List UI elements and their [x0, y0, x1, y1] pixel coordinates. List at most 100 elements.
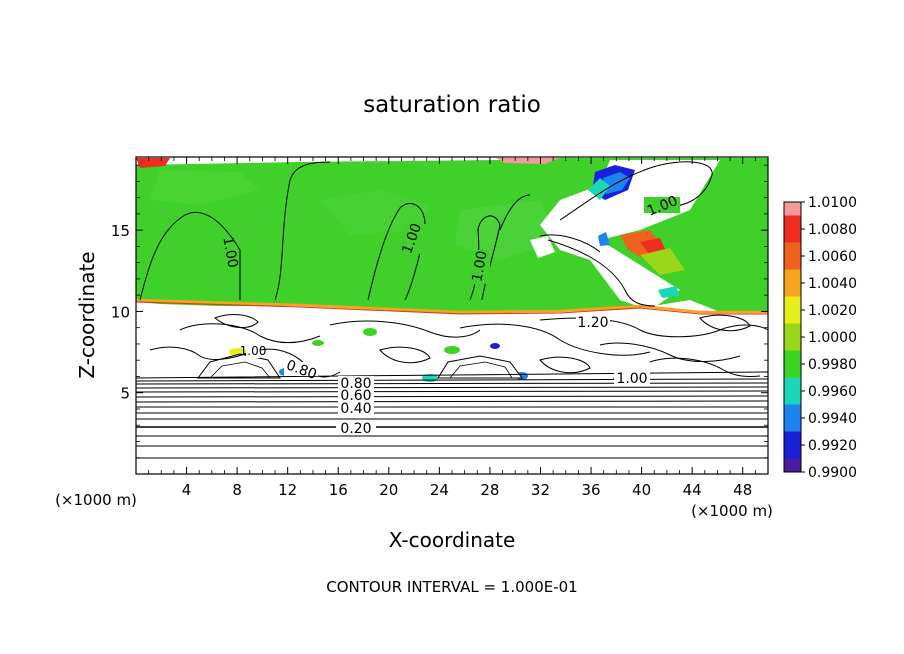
- colorbar-swatch: [784, 418, 801, 432]
- colorbar-swatch: [784, 283, 801, 297]
- contour-label-bg: [212, 236, 230, 270]
- colorbar-tick-label: 1.0020: [808, 303, 857, 319]
- colorbar-tick-label: 0.9900: [808, 465, 857, 481]
- contour-lines: [136, 161, 768, 459]
- contour-line: [547, 239, 656, 307]
- colorbar-swatch: [784, 296, 801, 311]
- colorbar-swatch: [784, 458, 801, 473]
- contour-line: [599, 342, 741, 363]
- colorbar-swatch: [784, 364, 801, 378]
- contour-label: 1.00: [469, 250, 490, 283]
- contour-line: [539, 234, 601, 253]
- colorbar-tick-label: 1.0080: [808, 222, 857, 238]
- contour-label: 1.20: [577, 315, 608, 331]
- colorbar-tick-label: 1.0000: [808, 330, 857, 346]
- shade-patch: [658, 286, 680, 298]
- colorbar-tick-label: 0.9920: [808, 438, 857, 454]
- contour-dome: [449, 361, 513, 379]
- x-tick-label: 48: [733, 481, 752, 499]
- x-unit-right: (×1000 m): [691, 502, 773, 520]
- contour-dome: [437, 355, 523, 379]
- contour-line: [136, 378, 768, 382]
- colorbar-swatch: [784, 431, 801, 446]
- contour-label: 1.00: [219, 236, 240, 269]
- supersaturation-edge: [136, 301, 768, 315]
- subsaturated-patch: [530, 236, 555, 258]
- shade-patch: [363, 328, 377, 336]
- colorbar-swatch: [784, 337, 801, 351]
- contour-line: [136, 390, 768, 393]
- contour-label-bg: [644, 197, 680, 213]
- contour-label-bg: [338, 388, 374, 402]
- x-axis-label: X-coordinate: [389, 528, 516, 552]
- shade-patch: [444, 346, 460, 354]
- shade-patch: [150, 170, 260, 205]
- contour-label-bg: [246, 344, 260, 358]
- colorbar-swatch: [784, 445, 801, 459]
- contour-label-bg: [338, 401, 374, 415]
- shade-patch: [598, 232, 610, 246]
- contour-label-bg: [614, 370, 650, 384]
- colorbar-tick-label: 0.9980: [808, 357, 857, 373]
- contour-line: [136, 382, 768, 385]
- shade-patch: [229, 348, 247, 356]
- colorbar-swatch: [784, 215, 801, 230]
- x-tick-label: 4: [182, 481, 192, 499]
- shade-patch: [588, 178, 610, 200]
- colorbar-swatch: [784, 310, 801, 324]
- colorbar-swatch: [784, 350, 801, 365]
- y-axis: 5 10 15: [111, 222, 768, 403]
- colorbar-swatch: [784, 269, 801, 284]
- chart-title: saturation ratio: [363, 92, 541, 118]
- contour-label: 0.20: [340, 421, 371, 437]
- x-unit-left: (×1000 m): [55, 491, 137, 509]
- contour-label: 1.00: [240, 344, 267, 358]
- colorbar-swatch: [784, 256, 801, 270]
- plot-field: 1.00 1.00 1.00 1.00 1.20 0.80 0.80 0.60 …: [136, 157, 768, 474]
- contour-line: [367, 203, 426, 301]
- contour-line: [379, 346, 431, 364]
- contour-line: [699, 314, 751, 332]
- y-tick-label: 5: [120, 385, 130, 403]
- contour-line: [136, 395, 768, 398]
- colorbar-tick-label: 1.0040: [808, 276, 857, 292]
- x-tick-label: 28: [480, 481, 499, 499]
- colorbar-swatch: [784, 242, 801, 257]
- colorbar-tick-label: 0.9940: [808, 411, 857, 427]
- y-tick-label: 10: [111, 303, 130, 321]
- contour-line: [329, 320, 481, 338]
- colorbar-swatch: [784, 377, 801, 392]
- colorbar-frame: [783, 201, 802, 473]
- colorbar-tick-label: 1.0100: [808, 195, 857, 211]
- shade-patch: [312, 340, 324, 346]
- x-tick-label: 32: [531, 481, 550, 499]
- contour-line: [136, 386, 768, 389]
- x-tick-label: 12: [278, 481, 297, 499]
- contour-line: [139, 212, 241, 301]
- x-axis: 4 8 12 16 20 24 28 32 36 40 44 48: [182, 157, 752, 499]
- contour-line: [274, 161, 331, 301]
- colorbar-swatch: [784, 323, 801, 338]
- colorbar-tick-label: 1.0060: [808, 249, 857, 265]
- contour-label: 0.60: [340, 388, 371, 404]
- colorbar-swatch: [784, 404, 801, 419]
- contour-label-bg: [404, 224, 426, 254]
- contour-label-bg: [284, 362, 318, 376]
- contour-label-bg: [576, 314, 610, 330]
- contour-line: [136, 400, 768, 403]
- contour-label: 1.00: [616, 371, 647, 387]
- x-tick-label: 40: [632, 481, 651, 499]
- contour-label-bg: [338, 376, 374, 390]
- contour-line: [559, 161, 713, 221]
- contour-line: [499, 194, 531, 231]
- y-minor-ticks: [136, 164, 768, 459]
- x-tick-label: 16: [329, 481, 348, 499]
- x-tick-label: 44: [683, 481, 702, 499]
- shade-patch: [320, 190, 430, 235]
- x-tick-label: 24: [430, 481, 449, 499]
- y-tick-label: 15: [111, 222, 130, 240]
- contour-line: [214, 314, 259, 328]
- contour-label-bg: [472, 250, 490, 284]
- x-tick-label: 20: [379, 481, 398, 499]
